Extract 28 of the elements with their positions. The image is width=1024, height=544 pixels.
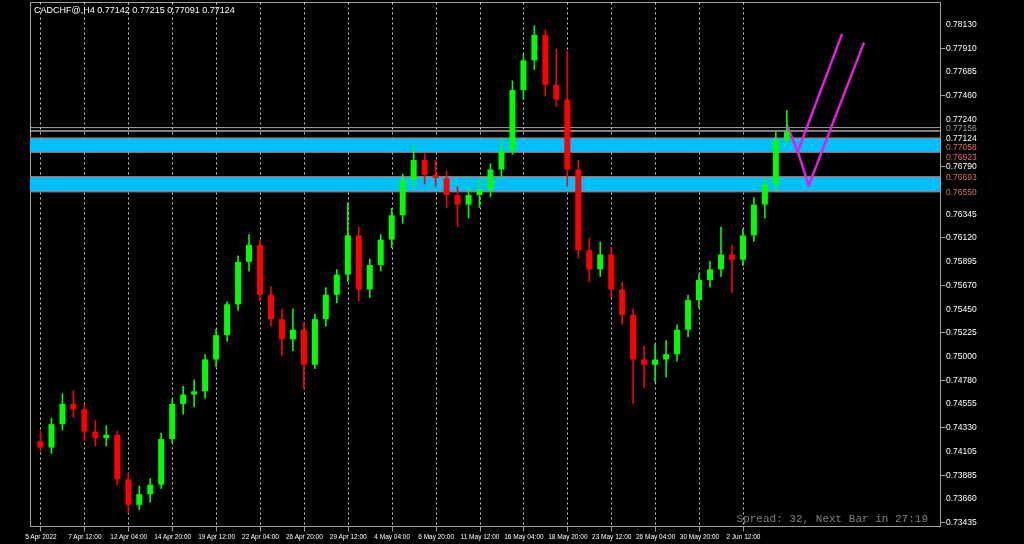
annotation: Spread: 32, Next Bar in 27:19 — [736, 513, 928, 525]
y-tick-label: 0.77240 — [946, 113, 977, 124]
y-tick-label: 0.75670 — [946, 280, 977, 291]
y-tick-label: 0.77685 — [946, 66, 977, 77]
y-tick-label: 0.76790 — [946, 161, 977, 172]
y-tick-label: 0.73435 — [946, 517, 977, 528]
y-tick-label: 0.76345 — [946, 208, 977, 219]
ref-line-label: 0.77156 — [946, 123, 977, 134]
y-tick-label: 0.74780 — [946, 374, 977, 385]
ref-line-label: 0.77124 — [946, 132, 977, 143]
ref-line-label: 0.76693 — [946, 171, 977, 182]
y-tick-label: 0.77460 — [946, 90, 977, 101]
ref-line-label: 0.76550 — [946, 186, 977, 197]
y-tick-label: 0.77910 — [946, 42, 977, 53]
y-tick-label: 0.75000 — [946, 351, 977, 362]
ref-line-label: 0.76923 — [946, 151, 977, 162]
y-tick-label: 0.78130 — [946, 19, 977, 30]
y-tick-label: 0.74330 — [946, 422, 977, 433]
ref-line-label: 0.77058 — [946, 142, 977, 153]
y-tick-label: 0.73660 — [946, 493, 977, 504]
y-tick-label: 0.75450 — [946, 303, 977, 314]
y-tick-label: 0.76120 — [946, 232, 977, 243]
y-tick-label: 0.73885 — [946, 469, 977, 480]
chart-title: CADCHF@,H4 0.77142 0.77215 0.77091 0.77124 — [34, 5, 235, 15]
y-tick-label: 0.75895 — [946, 256, 977, 267]
y-tick-label: 0.75225 — [946, 327, 977, 338]
y-tick-label: 0.74555 — [946, 398, 977, 409]
y-tick-label: 0.74105 — [946, 446, 977, 457]
